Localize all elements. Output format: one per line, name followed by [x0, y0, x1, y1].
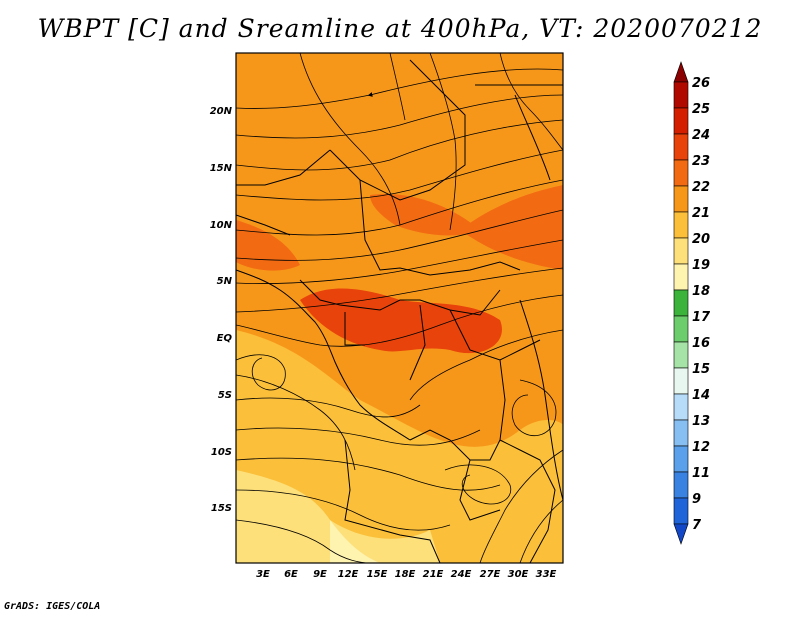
colorbar-label: 24 — [692, 128, 710, 143]
map-frame — [235, 52, 564, 564]
colorbar-swatch — [673, 315, 689, 343]
lat-label-10n: 10N — [210, 220, 233, 231]
lat-label-10s: 10S — [211, 447, 232, 458]
lon-axis: 3E 6E 9E 12E 15E 18E 21E 24E 27E 30E 33E — [256, 569, 556, 580]
colorbar-swatch — [673, 367, 689, 395]
colorbar-swatch — [673, 133, 689, 161]
lon-label-21e: 21E — [423, 569, 444, 580]
colorbar-label: 11 — [692, 466, 710, 481]
colorbar-swatch — [673, 419, 689, 447]
lon-label-6e: 6E — [284, 569, 298, 580]
colorbar-label: 12 — [692, 440, 710, 455]
lon-label-3e: 3E — [256, 569, 270, 580]
country-borders — [236, 59, 563, 563]
colorbar-swatch — [673, 289, 689, 317]
colorbar-swatch — [673, 393, 689, 421]
colorbar-label: 21 — [692, 206, 710, 221]
colorbar-swatch — [673, 237, 689, 265]
colorbar-swatch — [673, 107, 689, 135]
wbpt-shading — [236, 53, 563, 563]
lat-axis: 20N 15N 10N 5N EQ 5S 10S 15S — [210, 106, 233, 514]
colorbar-swatch — [673, 263, 689, 291]
colorbar-label: 22 — [692, 180, 710, 195]
chart-title: WBPT [C] and Sreamline at 400hPa, VT: 20… — [37, 14, 763, 43]
colorbar-swatch — [673, 471, 689, 499]
colorbar-bottom-triangle — [673, 523, 689, 545]
colorbar-swatch — [673, 445, 689, 473]
lon-label-9e: 9E — [313, 569, 327, 580]
lon-label-33e: 33E — [536, 569, 557, 580]
colorbar-label: 13 — [692, 414, 710, 429]
colorbar-label: 9 — [692, 492, 701, 507]
colorbar-label: 18 — [692, 284, 710, 299]
lon-label-12e: 12E — [338, 569, 359, 580]
colorbar-label: 15 — [692, 362, 710, 377]
colorbar-label: 23 — [692, 154, 710, 169]
colorbar-label: 16 — [692, 336, 710, 351]
colorbar-swatch — [673, 159, 689, 187]
colorbar-swatch — [673, 497, 689, 525]
footer-credit: GrADS: IGES/COLA — [4, 601, 101, 612]
colorbar-label: 7 — [692, 518, 702, 533]
colorbar: 26 25 24 23 22 21 20 19 18 17 16 15 14 13 12 11 9 7 — [673, 61, 711, 545]
lon-label-15e: 15E — [367, 569, 388, 580]
colorbar-swatch — [673, 211, 689, 239]
lon-label-27e: 27E — [480, 569, 501, 580]
lat-label-15n: 15N — [210, 163, 233, 174]
colorbar-top-triangle — [673, 61, 689, 83]
lat-label-15s: 15S — [211, 503, 232, 514]
colorbar-label: 19 — [692, 258, 710, 273]
colorbar-swatch — [673, 185, 689, 213]
lat-label-eq: EQ — [217, 333, 233, 344]
lat-label-5n: 5N — [217, 276, 233, 287]
lon-label-30e: 30E — [508, 569, 529, 580]
colorbar-label: 17 — [692, 310, 711, 325]
colorbar-label: 25 — [692, 102, 710, 117]
colorbar-swatch — [673, 81, 689, 109]
lat-label-5s: 5S — [218, 390, 232, 401]
colorbar-label: 26 — [692, 76, 710, 91]
colorbar-swatch — [673, 341, 689, 369]
colorbar-label: 14 — [692, 388, 710, 403]
streamlines — [236, 53, 563, 563]
lon-label-24e: 24E — [451, 569, 472, 580]
lon-label-18e: 18E — [395, 569, 416, 580]
colorbar-label: 20 — [692, 232, 710, 247]
lat-label-20n: 20N — [210, 106, 233, 117]
